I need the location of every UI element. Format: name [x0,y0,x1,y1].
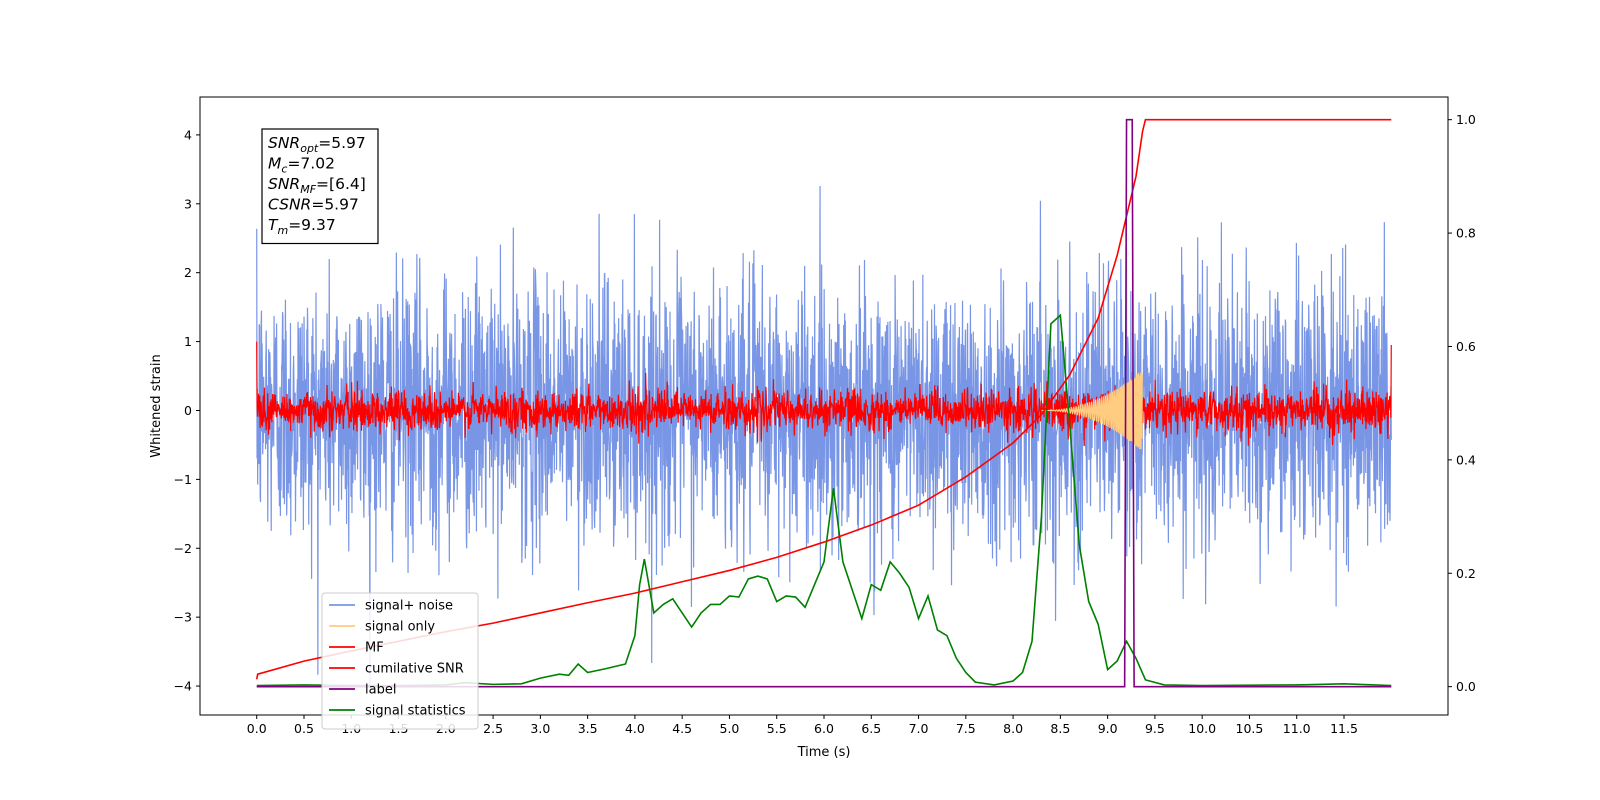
annotation-line: SNRMF=[6.4] [268,175,366,196]
x-tick-label: 3.5 [578,721,598,736]
y-right-tick-label: 0.0 [1456,679,1476,694]
annotation-line: Tm=9.37 [268,216,336,237]
y-left-tick-label: 2 [184,265,192,280]
legend-entry: label [365,683,396,698]
y-right-tick-label: 1.0 [1456,112,1476,127]
legend-entry: signal only [365,620,435,635]
y-axis-label: Whitened strain [149,354,164,457]
x-tick-label: 4.0 [625,721,645,736]
legend-entry: signal statistics [365,704,466,719]
x-tick-label: 4.5 [672,721,692,736]
y-left-tick-label: −3 [174,610,192,625]
x-tick-label: 11.0 [1283,721,1311,736]
annotation-line: CSNR=5.97 [268,196,359,214]
series-label [256,118,1392,688]
y-right-tick-label: 0.4 [1456,452,1476,467]
annotation-frame [261,128,379,245]
series-signal-statistics [256,313,1392,687]
y-left-tick-label: 3 [184,196,192,211]
y-right-tick-label: 0.6 [1456,339,1476,354]
series-mf [256,341,1392,446]
y-left-tick-label: −1 [174,472,192,487]
x-tick-label: 0.5 [294,721,314,736]
x-tick-label: 6.5 [861,721,881,736]
legend-entry: cumilative SNR [365,662,464,677]
x-tick-label: 7.0 [909,721,929,736]
y-left-tick-label: −4 [174,679,192,694]
legend: signal+ noise signal only MF cumilative SNR… [321,592,479,730]
y-left-tick-label: −2 [174,541,192,556]
x-tick-label: 9.5 [1145,721,1165,736]
x-tick-label: 9.0 [1098,721,1118,736]
x-tick-label: 8.5 [1050,721,1070,736]
legend-entry: MF [365,641,384,656]
annotation-line: SNRopt=5.97 [268,134,366,155]
y-left-tick-label: 0 [184,403,192,418]
x-tick-label: 5.0 [720,721,740,736]
legend-entry: signal+ noise [365,599,453,614]
plot-area [255,118,1392,688]
series-signal-noise [256,185,1392,685]
x-tick-label: 7.5 [956,721,976,736]
y-right-tick-label: 0.2 [1456,566,1476,581]
y-axis-right: 1.0 0.8 0.6 0.4 0.2 0.0 [1448,112,1476,694]
x-tick-label: 3.0 [530,721,550,736]
y-left-tick-label: 4 [184,127,192,142]
x-tick-label: 8.0 [1003,721,1023,736]
x-tick-label: 5.5 [767,721,787,736]
x-tick-label: 10.0 [1188,721,1216,736]
y-axis-left: 4 3 2 1 0 −1 −2 −3 −4 [174,127,200,694]
x-tick-label: 2.5 [483,721,503,736]
y-left-tick-label: 1 [184,334,192,349]
x-tick-label: 0.0 [247,721,267,736]
annotation-line: Mc=7.02 [268,155,335,176]
x-tick-label: 6.0 [814,721,834,736]
x-tick-label: 11.5 [1330,721,1358,736]
x-axis-label: Time (s) [797,745,851,760]
legend-frame [321,592,479,730]
x-tick-label: 10.5 [1236,721,1264,736]
y-right-tick-label: 0.8 [1456,226,1476,241]
